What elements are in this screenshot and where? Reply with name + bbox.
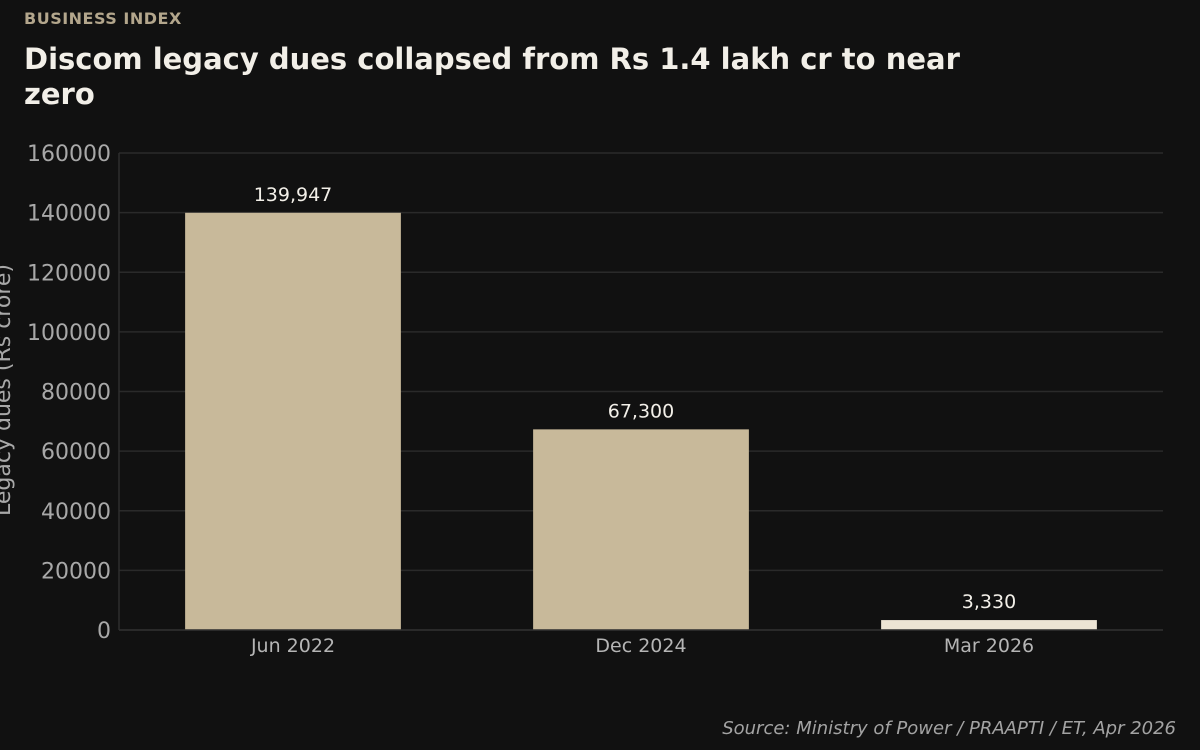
bar-jun-2022: [185, 212, 401, 630]
y-tick-label: 40000: [41, 500, 111, 525]
value-label: 139,947: [254, 184, 333, 206]
y-tick-label: 60000: [41, 440, 111, 465]
value-label: 67,300: [608, 400, 674, 422]
y-axis: 0 20000 40000 60000 80000 100000 120000 140000 1…: [27, 142, 120, 644]
x-tick-label: Mar 2026: [944, 635, 1034, 657]
value-labels: 139,947 67,300 3,330: [254, 184, 1016, 613]
y-tick-label: 80000: [41, 381, 111, 406]
bar-dec-2024: [533, 429, 749, 630]
y-tick-label: 160000: [27, 142, 111, 167]
x-tick-label: Dec 2024: [595, 635, 686, 657]
bars: [185, 212, 1097, 630]
chart-title: Discom legacy dues collapsed from Rs 1.4…: [24, 42, 960, 111]
y-tick-label: 20000: [41, 559, 111, 584]
y-tick-label: 120000: [27, 261, 111, 286]
bar-mar-2026: [881, 620, 1097, 630]
kicker-label: BUSINESS INDEX: [24, 9, 182, 28]
y-axis-title: Legacy dues (Rs crore): [0, 264, 16, 516]
x-tick-label: Jun 2022: [250, 635, 335, 657]
source-note: Source: Ministry of Power / PRAAPTI / ET…: [722, 718, 1176, 739]
y-tick-label: 100000: [27, 321, 111, 346]
x-axis: Jun 2022 Dec 2024 Mar 2026: [119, 629, 1163, 657]
y-tick-label: 0: [97, 619, 111, 644]
value-label: 3,330: [962, 591, 1016, 613]
y-tick-label: 140000: [27, 202, 111, 227]
